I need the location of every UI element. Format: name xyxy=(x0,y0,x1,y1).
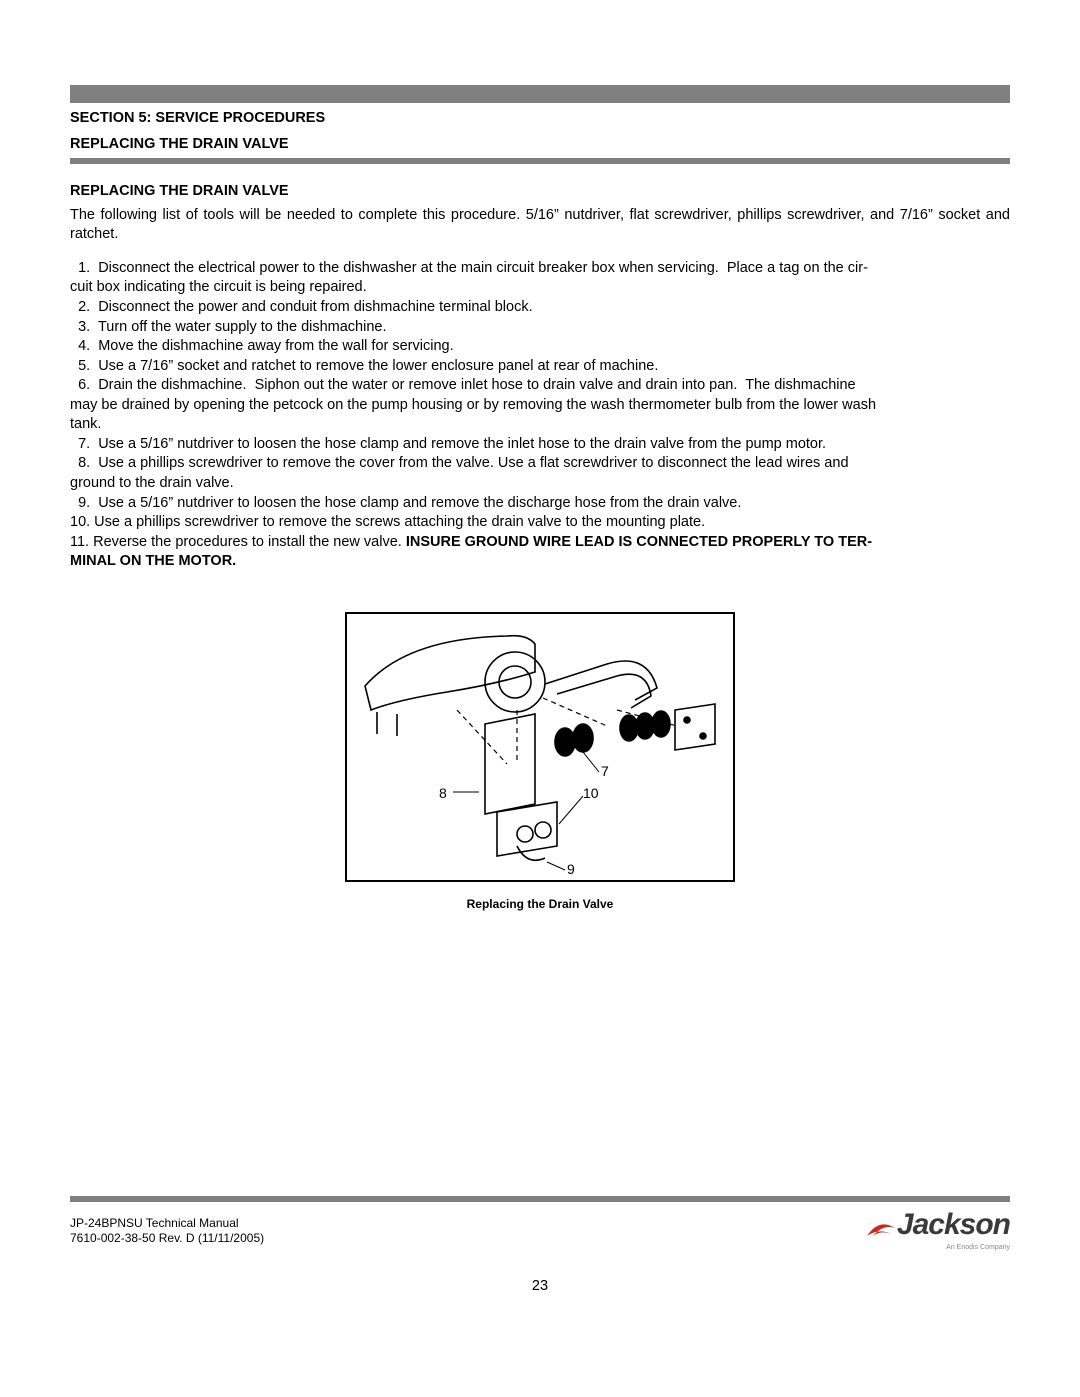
step-8-line1: 8. Use a phillips screwdriver to remove … xyxy=(70,454,1010,474)
step-6-line2: may be drained by opening the petcock on… xyxy=(70,396,1010,416)
footer-line2: 7610-002-38-50 Rev. D (11/11/2005) xyxy=(70,1231,264,1247)
footer-bar xyxy=(70,1196,1010,1202)
step-11-bold-b: MINAL ON THE MOTOR. xyxy=(70,552,1010,572)
callout-7: 7 xyxy=(601,762,609,781)
footer-text: JP-24BPNSU Technical Manual 7610-002-38-… xyxy=(70,1216,264,1247)
step-9: 9. Use a 5/16” nutdriver to loosen the h… xyxy=(70,494,1010,514)
step-10: 10. Use a phillips screwdriver to remove… xyxy=(70,513,1010,533)
step-11: 11. Reverse the procedures to install th… xyxy=(70,533,1010,553)
section-subtitle: REPLACING THE DRAIN VALVE xyxy=(70,182,1010,202)
header-bar-bottom xyxy=(70,158,1010,164)
drain-valve-diagram xyxy=(347,614,737,884)
step-3: 3. Turn off the water supply to the dish… xyxy=(70,318,1010,338)
step-8-line2: ground to the drain valve. xyxy=(70,474,1010,494)
figure-container: 7 8 10 9 Replacing the Drain Valve xyxy=(70,612,1010,913)
logo-swoosh-icon xyxy=(863,1216,897,1246)
step-7: 7. Use a 5/16” nutdriver to loosen the h… xyxy=(70,435,1010,455)
step-11-bold-a: INSURE GROUND WIRE LEAD IS CONNECTED PRO… xyxy=(406,534,872,550)
step-5: 5. Use a 7/16” socket and ratchet to rem… xyxy=(70,357,1010,377)
section-heading: SECTION 5: SERVICE PROCEDURES xyxy=(70,107,1010,131)
figure-box: 7 8 10 9 xyxy=(345,612,735,882)
footer-logo: Jackson An Enodis Company xyxy=(863,1205,1010,1252)
figure-caption: Replacing the Drain Valve xyxy=(70,896,1010,912)
callout-10: 10 xyxy=(583,784,599,803)
logo-wordmark: Jackson xyxy=(897,1205,1010,1246)
page-heading: REPLACING THE DRAIN VALVE xyxy=(70,133,1010,157)
footer-line1: JP-24BPNSU Technical Manual xyxy=(70,1216,264,1232)
callout-8: 8 xyxy=(439,784,447,803)
intro-paragraph: The following list of tools will be need… xyxy=(70,206,1010,245)
header-bar-top xyxy=(70,85,1010,103)
steps-list: 1. Disconnect the electrical power to th… xyxy=(70,259,1010,572)
step-6-line3: tank. xyxy=(70,415,1010,435)
step-1-line1: 1. Disconnect the electrical power to th… xyxy=(70,259,1010,279)
header-text-block: SECTION 5: SERVICE PROCEDURES REPLACING … xyxy=(70,107,1010,156)
step-6-line1: 6. Drain the dishmachine. Siphon out the… xyxy=(70,376,1010,396)
step-4: 4. Move the dishmachine away from the wa… xyxy=(70,337,1010,357)
step-1-line2: cuit box indicating the circuit is being… xyxy=(70,278,1010,298)
step-11-plain: 11. Reverse the procedures to install th… xyxy=(70,534,406,550)
step-2: 2. Disconnect the power and conduit from… xyxy=(70,298,1010,318)
page-number: 23 xyxy=(0,1277,1080,1297)
callout-9: 9 xyxy=(567,860,575,879)
page: SECTION 5: SERVICE PROCEDURES REPLACING … xyxy=(0,0,1080,1397)
